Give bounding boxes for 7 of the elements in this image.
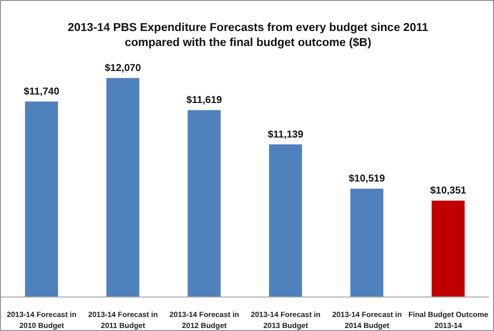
data-label: $10,351: [430, 186, 467, 197]
chart-title: 2013-14 PBS Expenditure Forecasts from every budget since 2011 compared with the final budget outcome ($B): [66, 21, 430, 51]
data-label: $10,519: [348, 174, 386, 185]
data-label: $11,740: [24, 86, 60, 98]
data-label: $11,139: [268, 129, 304, 140]
data-label: $11,619: [186, 95, 222, 106]
data-label: $12,070: [104, 63, 142, 74]
